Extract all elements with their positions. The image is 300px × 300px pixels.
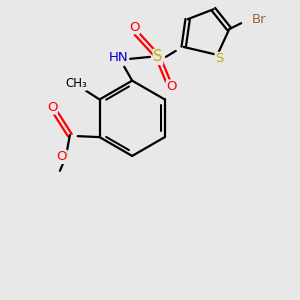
Text: Br: Br: [252, 13, 266, 26]
Text: O: O: [129, 21, 140, 34]
Text: O: O: [57, 150, 67, 164]
Text: O: O: [167, 80, 177, 93]
Text: S: S: [215, 52, 224, 65]
Text: S: S: [153, 50, 163, 64]
Text: HN: HN: [109, 51, 128, 64]
Text: CH₃: CH₃: [65, 77, 87, 90]
Text: O: O: [47, 101, 57, 114]
